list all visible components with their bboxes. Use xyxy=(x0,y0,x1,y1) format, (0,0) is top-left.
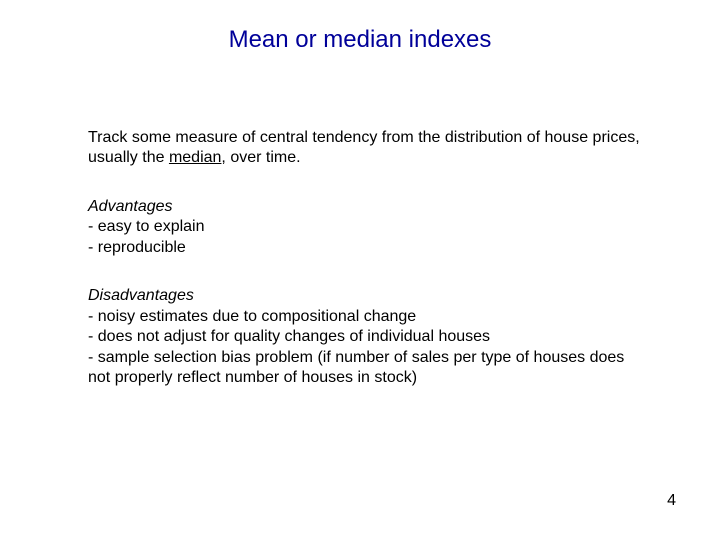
intro-underlined: median xyxy=(169,149,221,166)
slide-title: Mean or median indexes xyxy=(0,26,720,54)
advantages-block: Advantages - easy to explain - reproduci… xyxy=(88,197,648,258)
slide-body: Track some measure of central tendency f… xyxy=(88,128,648,417)
disadvantages-heading: Disadvantages xyxy=(88,286,648,306)
intro-paragraph: Track some measure of central tendency f… xyxy=(88,128,648,169)
disadvantages-item: - noisy estimates due to compositional c… xyxy=(88,307,648,327)
advantages-item: - easy to explain xyxy=(88,217,648,237)
intro-post: , over time. xyxy=(221,149,300,166)
disadvantages-item: - sample selection bias problem (if numb… xyxy=(88,348,648,389)
page-number: 4 xyxy=(667,492,676,510)
slide: Mean or median indexes Track some measur… xyxy=(0,0,720,540)
disadvantages-item: - does not adjust for quality changes of… xyxy=(88,327,648,347)
advantages-heading: Advantages xyxy=(88,197,648,217)
disadvantages-block: Disadvantages - noisy estimates due to c… xyxy=(88,286,648,388)
advantages-item: - reproducible xyxy=(88,238,648,258)
